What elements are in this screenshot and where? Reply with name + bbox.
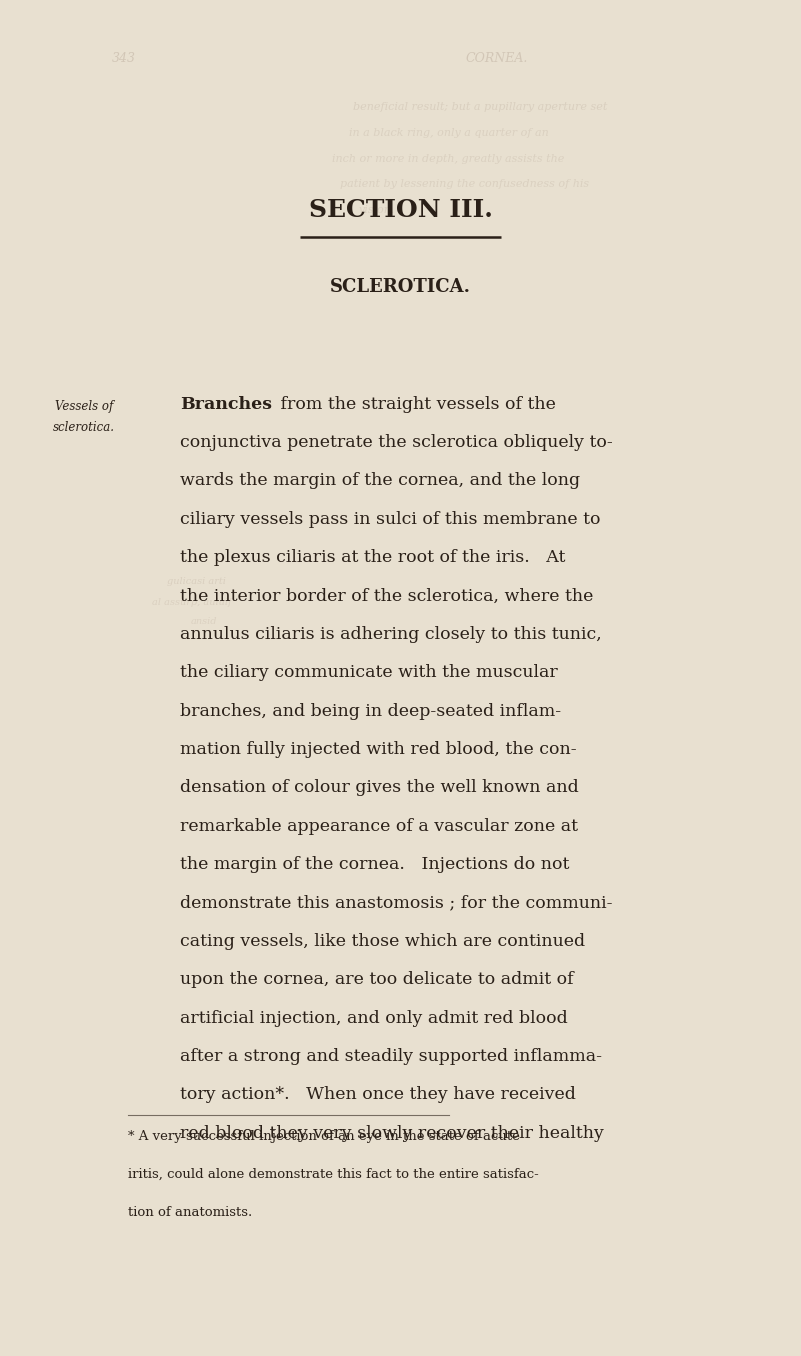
Text: ciliary vessels pass in sulci of this membrane to: ciliary vessels pass in sulci of this me… — [180, 511, 601, 527]
Text: Branches: Branches — [180, 396, 272, 412]
Text: CORNEA.: CORNEA. — [465, 52, 528, 65]
Text: SCLEROTICA.: SCLEROTICA. — [330, 278, 471, 297]
Text: ansid: ansid — [191, 617, 218, 625]
Text: artificial injection, and only admit red blood: artificial injection, and only admit red… — [180, 1010, 568, 1026]
Text: * A very successful injection of an eye in the state of acute: * A very successful injection of an eye … — [128, 1130, 520, 1143]
Text: the interior border of the sclerotica, where the: the interior border of the sclerotica, w… — [180, 587, 594, 605]
Text: SECTION III.: SECTION III. — [308, 198, 493, 222]
Text: remarkable appearance of a vascular zone at: remarkable appearance of a vascular zone… — [180, 818, 578, 835]
Text: 343: 343 — [112, 52, 136, 65]
Text: after a strong and steadily supported inflamma-: after a strong and steadily supported in… — [180, 1048, 602, 1064]
Text: red blood they very slowly recover their healthy: red blood they very slowly recover their… — [180, 1124, 604, 1142]
Text: mation fully injected with red blood, the con-: mation fully injected with red blood, th… — [180, 740, 577, 758]
Text: al assurp, auiuif: al assurp, auiuif — [152, 598, 232, 606]
Text: densation of colour gives the well known and: densation of colour gives the well known… — [180, 780, 579, 796]
Text: the plexus ciliaris at the root of the iris.   At: the plexus ciliaris at the root of the i… — [180, 549, 566, 565]
Text: inch or more in depth, greatly assists the: inch or more in depth, greatly assists t… — [332, 153, 565, 164]
Text: vision.: vision. — [358, 205, 395, 216]
Text: branches, and being in deep-seated inflam-: branches, and being in deep-seated infla… — [180, 702, 562, 720]
Text: demonstrate this anastomosis ; for the communi-: demonstrate this anastomosis ; for the c… — [180, 895, 613, 911]
Text: sclerotica.: sclerotica. — [53, 420, 115, 434]
Text: from the straight vessels of the: from the straight vessels of the — [275, 396, 556, 412]
Text: tion of anatomists.: tion of anatomists. — [128, 1205, 252, 1219]
Text: beneficial result; but a pupillary aperture set: beneficial result; but a pupillary apert… — [353, 102, 608, 113]
Text: in a black ring, only a quarter of an: in a black ring, only a quarter of an — [348, 127, 549, 138]
Text: cating vessels, like those which are continued: cating vessels, like those which are con… — [180, 933, 586, 949]
Text: annulus ciliaris is adhering closely to this tunic,: annulus ciliaris is adhering closely to … — [180, 626, 602, 643]
Text: wards the margin of the cornea, and the long: wards the margin of the cornea, and the … — [180, 472, 581, 490]
Text: gulicasi arti: gulicasi arti — [167, 578, 226, 586]
Text: tory action*.   When once they have received: tory action*. When once they have receiv… — [180, 1086, 576, 1104]
Text: Vessels of: Vessels of — [55, 400, 113, 414]
Text: upon the cornea, are too delicate to admit of: upon the cornea, are too delicate to adm… — [180, 971, 574, 989]
Text: iritis, could alone demonstrate this fact to the entire satisfac-: iritis, could alone demonstrate this fac… — [128, 1168, 539, 1181]
Text: the ciliary communicate with the muscular: the ciliary communicate with the muscula… — [180, 664, 558, 681]
Text: patient by lessening the confusedness of his: patient by lessening the confusedness of… — [340, 179, 590, 190]
Text: conjunctiva penetrate the sclerotica obliquely to-: conjunctiva penetrate the sclerotica obl… — [180, 434, 613, 452]
Text: the margin of the cornea.   Injections do not: the margin of the cornea. Injections do … — [180, 856, 570, 873]
